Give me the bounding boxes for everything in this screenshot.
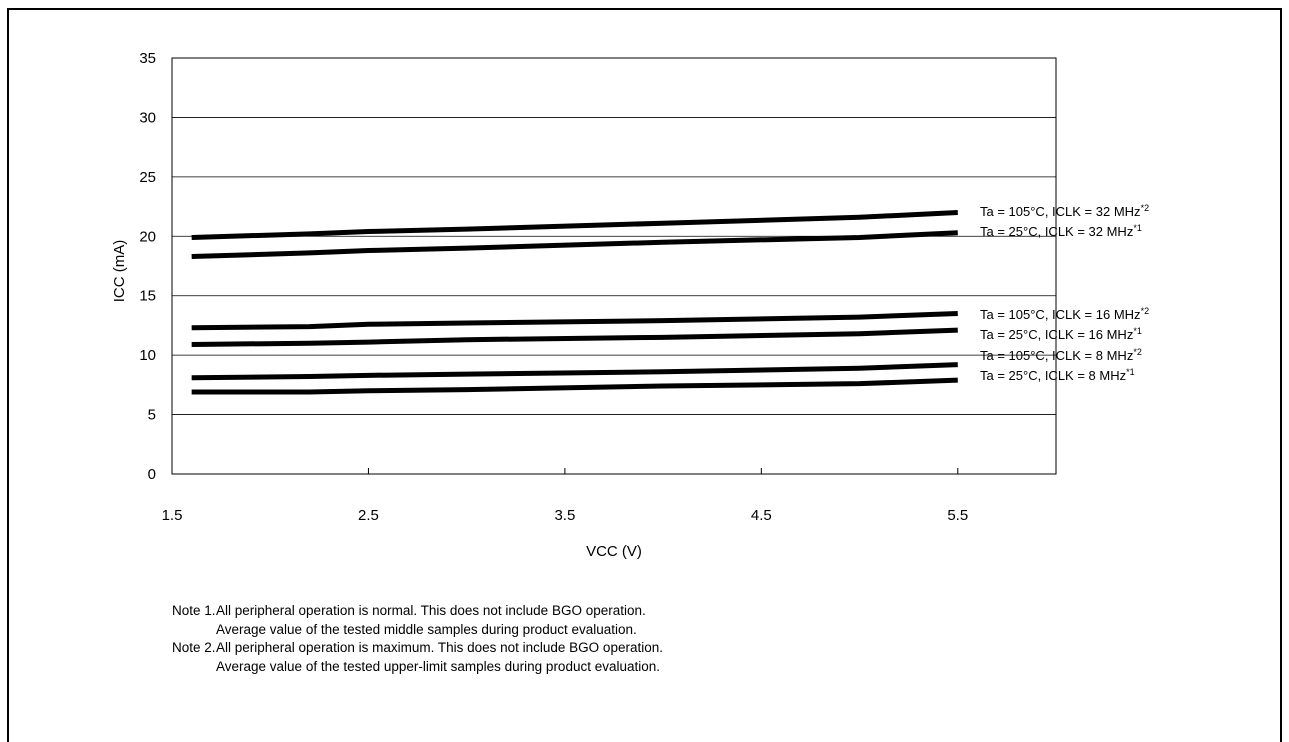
series-label-1: Ta = 105°C, ICLK = 32 MHz*2	[980, 203, 1149, 219]
y-tick-label-5: 5	[148, 407, 156, 424]
series-line-2	[191, 230, 958, 259]
series-label-6-note-ref: *1	[1126, 367, 1135, 377]
series-label-3-note-ref: *2	[1141, 306, 1150, 316]
x-tick-label-5.5: 5.5	[947, 507, 968, 524]
x-tick-label-1.5: 1.5	[162, 507, 183, 524]
notes: Note 1. All peripheral operation is norm…	[172, 602, 663, 676]
line-labels: Ta = 105°C, ICLK = 32 MHz*2 Ta = 25°C, IC…	[980, 203, 1149, 383]
y-tick-label-10: 10	[139, 347, 156, 364]
y-tick-label-20: 20	[139, 228, 156, 245]
series-label-5-note-ref: *2	[1133, 347, 1142, 357]
plot-area-border	[171, 57, 1057, 475]
x-axis-title: VCC (V)	[586, 543, 642, 560]
series-lines	[191, 210, 958, 395]
series-label-3: Ta = 105°C, ICLK = 16 MHz*2	[980, 306, 1149, 322]
figure-frame	[7, 8, 1282, 742]
y-tick-label-0: 0	[148, 466, 156, 483]
y-tick-label-15: 15	[139, 288, 156, 305]
series-label-2: Ta = 25°C, ICLK = 32 MHz*1	[980, 223, 1142, 239]
note-1-tag: Note 1.	[172, 603, 216, 618]
series-label-2-note-ref: *1	[1133, 223, 1142, 233]
note-2-line-1: All peripheral operation is maximum. Thi…	[216, 640, 663, 655]
note-1-line-1: All peripheral operation is normal. This…	[216, 603, 646, 618]
y-tick-label-35: 35	[139, 50, 156, 67]
series-label-6: Ta = 25°C, ICLK = 8 MHz*1	[980, 367, 1135, 383]
y-tick-label-25: 25	[139, 169, 156, 186]
x-tick-label-3.5: 3.5	[554, 507, 575, 524]
note-2: Note 2. All peripheral operation is maxi…	[172, 639, 663, 676]
series-label-4: Ta = 25°C, ICLK = 16 MHz*1	[980, 326, 1142, 342]
gridlines	[172, 117, 1056, 415]
series-line-3	[191, 311, 958, 331]
note-1: Note 1. All peripheral operation is norm…	[172, 602, 663, 639]
series-line-4	[191, 327, 958, 347]
series-line-1	[191, 210, 958, 240]
y-tick-label-30: 30	[139, 109, 156, 126]
icc-vs-vcc-chart: 0 5 10 15 20 25 30 35 1.5 2.5 3.5 4.5 5.5 Ta = 105°…	[111, 50, 1149, 560]
x-tick-label-4.5: 4.5	[751, 507, 772, 524]
series-label-1-note-ref: *2	[1141, 203, 1150, 213]
note-2-tag: Note 2.	[172, 640, 216, 655]
note-1-line-2: Average value of the tested middle sampl…	[216, 621, 637, 637]
series-label-5: Ta = 105°C, ICLK = 8 MHz*2	[980, 347, 1142, 363]
x-axis: 1.5 2.5 3.5 4.5 5.5	[162, 468, 968, 524]
x-tick-label-2.5: 2.5	[358, 507, 379, 524]
series-line-6	[191, 377, 958, 395]
series-label-4-note-ref: *1	[1133, 326, 1142, 336]
y-axis-title: ICC (mA)	[111, 240, 128, 303]
y-axis: 0 5 10 15 20 25 30 35	[139, 50, 156, 483]
note-2-line-2: Average value of the tested upper-limit …	[216, 658, 661, 674]
series-line-5	[191, 362, 958, 381]
